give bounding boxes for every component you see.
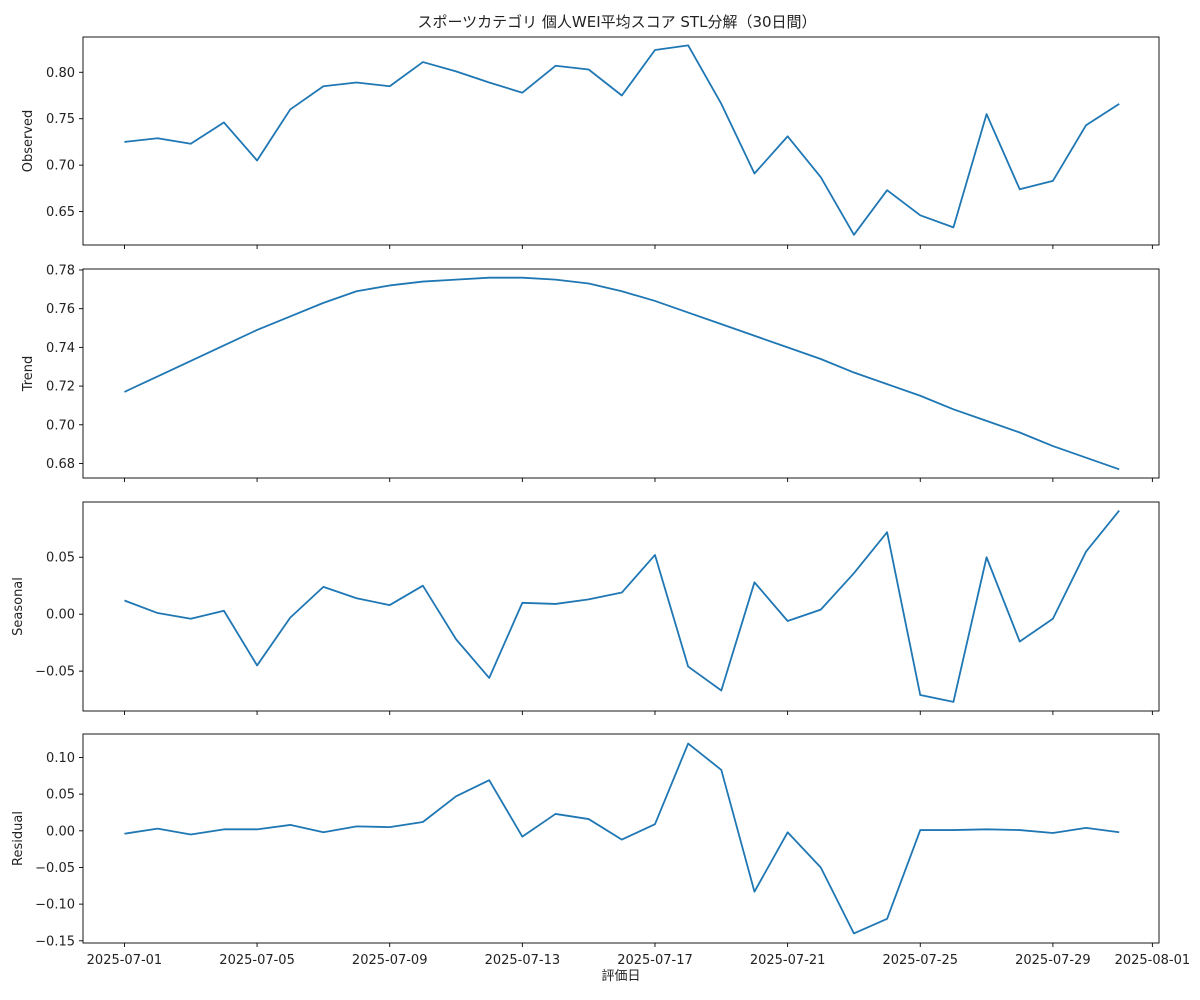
y-tick-label: 0.05 [46,551,75,566]
x-tick-label: 2025-07-01 [87,953,163,968]
series-line-seasonal [124,509,1120,703]
y-tick-label: 0.10 [46,751,75,766]
panel-frame [82,268,1160,479]
y-tick-label: 0.78 [46,263,75,278]
panel-frame [82,36,1160,246]
y-tick-label: 0.70 [46,159,75,174]
x-tick-label: 2025-07-09 [352,953,428,968]
y-tick-label: 0.75 [46,112,75,127]
y-tick-label: 0.80 [46,66,75,81]
y-tick-label: −0.10 [35,898,75,913]
y-tick-label: 0.70 [46,418,75,433]
x-tick-label: 2025-07-25 [882,953,958,968]
y-axis-label-seasonal: Seasonal [11,577,26,636]
x-tick-label: 2025-07-29 [1015,953,1091,968]
y-tick-label: 0.65 [46,205,75,220]
series-line-observed [124,44,1120,236]
y-tick-label: 0.05 [46,788,75,803]
x-tick-label: 2025-07-13 [485,953,561,968]
x-tick-label: 2025-07-17 [617,953,693,968]
y-tick-label: −0.05 [35,861,75,876]
panel-trend: 0.68 0.70 0.72 0.74 0.76 0.78 Trend [21,263,1160,482]
y-axis-label-residual: Residual [11,811,26,866]
x-tick-label: 2025-07-05 [219,953,295,968]
x-axis-label: 評価日 [601,969,640,984]
y-axis-label-trend: Trend [21,356,36,393]
y-tick-label: −0.15 [35,934,75,949]
y-tick-label: 0.72 [46,380,75,395]
y-tick-label: 0.00 [46,608,75,623]
series-line-residual [124,742,1120,935]
panel-observed: 0.65 0.70 0.75 0.80 Observed [21,36,1160,249]
panel-seasonal: −0.05 0.00 0.05 Seasonal [11,501,1160,715]
panel-residual: −0.15 −0.10 −0.05 0.00 0.05 0.10 2025-07-01 202… [11,733,1191,968]
y-tick-label: 0.76 [46,302,75,317]
y-tick-label: 0.68 [46,457,75,472]
y-tick-label: 0.00 [46,824,75,839]
x-tick-label: 2025-07-21 [750,953,826,968]
panel-frame [82,501,1160,712]
chart-title: スポーツカテゴリ 個人WEI平均スコア STL分解（30日間） [417,13,816,31]
y-tick-label: 0.74 [46,341,75,356]
y-tick-label: −0.05 [35,665,75,680]
x-tick-label: 2025-08-01 [1115,953,1191,968]
panel-frame [82,733,1160,944]
y-axis-label-observed: Observed [21,110,36,173]
series-line-trend [124,276,1120,471]
